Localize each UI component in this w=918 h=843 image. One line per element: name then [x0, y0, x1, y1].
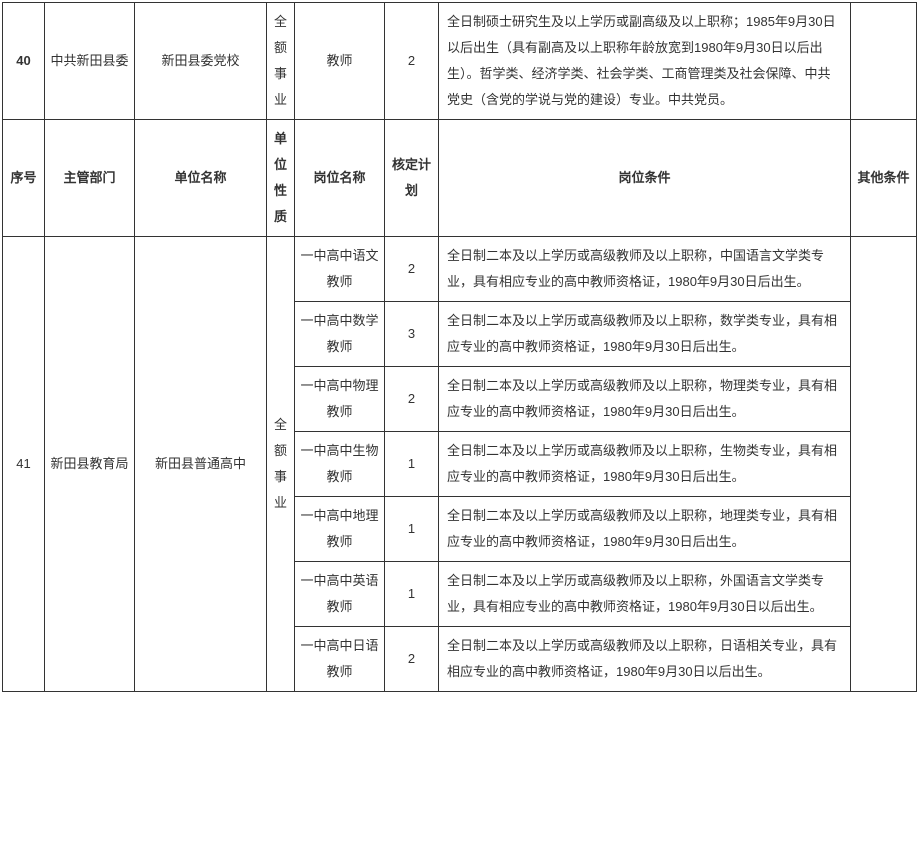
cell-quota: 1	[385, 432, 439, 497]
cell-req: 全日制二本及以上学历或高级教师及以上职称，日语相关专业，具有相应专业的高中教师资…	[439, 627, 851, 692]
cell-quota: 1	[385, 562, 439, 627]
cell-post: 一中高中英语教师	[295, 562, 385, 627]
cell-seq: 40	[3, 3, 45, 120]
header-req: 岗位条件	[439, 120, 851, 237]
cell-dept: 新田县教育局	[45, 237, 135, 692]
table-row: 41 新田县教育局 新田县普通高中 全额事业 一中高中语文教师 2 全日制二本及…	[3, 237, 917, 302]
cell-quota: 3	[385, 302, 439, 367]
cell-post: 一中高中数学教师	[295, 302, 385, 367]
cell-post: 一中高中地理教师	[295, 497, 385, 562]
cell-dept: 中共新田县委	[45, 3, 135, 120]
table-row: 40 中共新田县委 新田县委党校 全额事业 教师 2 全日制硕士研究生及以上学历…	[3, 3, 917, 120]
cell-post: 一中高中语文教师	[295, 237, 385, 302]
cell-req: 全日制二本及以上学历或高级教师及以上职称，生物类专业，具有相应专业的高中教师资格…	[439, 432, 851, 497]
cell-quota: 1	[385, 497, 439, 562]
cell-unit: 新田县委党校	[135, 3, 267, 120]
header-dept: 主管部门	[45, 120, 135, 237]
cell-post: 一中高中日语教师	[295, 627, 385, 692]
cell-quota: 2	[385, 627, 439, 692]
header-unit: 单位名称	[135, 120, 267, 237]
header-quota: 核定计划	[385, 120, 439, 237]
cell-req: 全日制二本及以上学历或高级教师及以上职称，物理类专业，具有相应专业的高中教师资格…	[439, 367, 851, 432]
cell-seq: 41	[3, 237, 45, 692]
header-other: 其他条件	[851, 120, 917, 237]
cell-post: 一中高中物理教师	[295, 367, 385, 432]
cell-req: 全日制二本及以上学历或高级教师及以上职称，地理类专业，具有相应专业的高中教师资格…	[439, 497, 851, 562]
cell-other	[851, 3, 917, 120]
cell-post: 教师	[295, 3, 385, 120]
cell-nature: 全额事业	[267, 237, 295, 692]
recruitment-table: 40 中共新田县委 新田县委党校 全额事业 教师 2 全日制硕士研究生及以上学历…	[2, 2, 917, 692]
cell-quota: 2	[385, 367, 439, 432]
header-seq: 序号	[3, 120, 45, 237]
cell-req: 全日制二本及以上学历或高级教师及以上职称，数学类专业，具有相应专业的高中教师资格…	[439, 302, 851, 367]
cell-unit: 新田县普通高中	[135, 237, 267, 692]
table-header-row: 序号 主管部门 单位名称 单位性质 岗位名称 核定计划 岗位条件 其他条件	[3, 120, 917, 237]
cell-quota: 2	[385, 237, 439, 302]
cell-other	[851, 237, 917, 692]
cell-nature: 全额事业	[267, 3, 295, 120]
header-nature: 单位性质	[267, 120, 295, 237]
cell-quota: 2	[385, 3, 439, 120]
cell-req: 全日制二本及以上学历或高级教师及以上职称，中国语言文学类专业，具有相应专业的高中…	[439, 237, 851, 302]
cell-req: 全日制硕士研究生及以上学历或副高级及以上职称；1985年9月30日以后出生（具有…	[439, 3, 851, 120]
cell-post: 一中高中生物教师	[295, 432, 385, 497]
header-post: 岗位名称	[295, 120, 385, 237]
cell-req: 全日制二本及以上学历或高级教师及以上职称，外国语言文学类专业，具有相应专业的高中…	[439, 562, 851, 627]
